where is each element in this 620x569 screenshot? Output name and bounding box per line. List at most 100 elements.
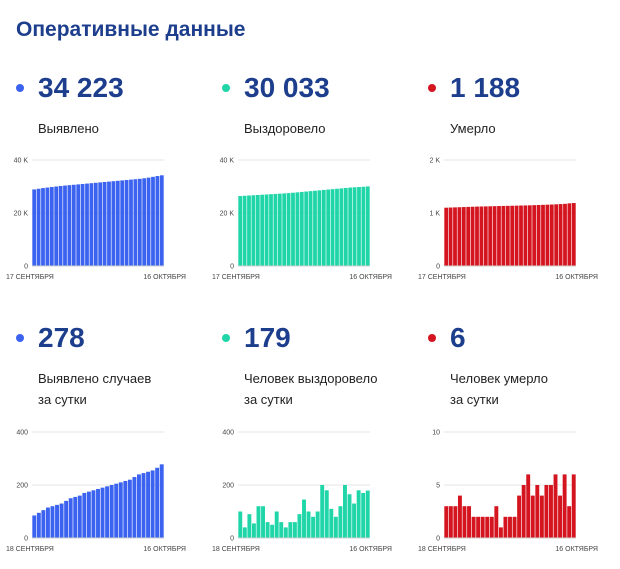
bar <box>448 207 453 266</box>
chart-daily-deaths: 10 5 0 18 СЕНТЯБРЯ 16 ОКТЯБРЯ <box>418 430 598 554</box>
bar <box>54 186 59 266</box>
bar <box>247 514 252 538</box>
bar <box>59 503 64 538</box>
bar <box>41 188 45 266</box>
x-tick-label-start: 18 СЕНТЯБРЯ <box>212 546 260 553</box>
bar <box>313 190 317 266</box>
bar <box>330 189 335 266</box>
green-dot-icon <box>222 334 230 342</box>
y-tick-label: 5 <box>436 483 440 490</box>
bar <box>142 178 147 266</box>
bar <box>545 204 550 266</box>
bar <box>567 506 572 538</box>
bar <box>45 187 50 266</box>
stat-label: Умерло <box>450 121 496 136</box>
bar <box>49 187 54 266</box>
bar <box>536 204 541 266</box>
bar <box>64 500 69 538</box>
bar <box>55 504 59 538</box>
x-tick-label-end: 16 ОКТЯБРЯ <box>143 274 186 281</box>
bar <box>326 189 331 266</box>
bar <box>155 176 160 266</box>
stat-label: Выздоровело <box>244 121 326 136</box>
bar <box>558 204 563 266</box>
bar <box>343 485 347 538</box>
bar <box>508 516 512 538</box>
bar <box>98 182 103 266</box>
bar <box>50 506 55 538</box>
stat-label: Выявлено <box>38 121 99 136</box>
red-dot-icon <box>428 84 436 92</box>
chart-deaths: 2 K 1 K 0 17 СЕНТЯБРЯ 16 ОКТЯБРЯ <box>418 158 598 282</box>
y-tick-label: 2 K <box>429 158 440 165</box>
x-tick-label-end: 16 ОКТЯБРЯ <box>349 546 392 553</box>
green-dot-icon <box>222 84 230 92</box>
x-tick-label-start: 17 СЕНТЯБРЯ <box>6 274 54 281</box>
bar <box>480 516 485 538</box>
bar <box>155 467 160 538</box>
bar <box>68 498 73 538</box>
y-tick-label: 0 <box>230 536 234 543</box>
bar <box>286 193 291 266</box>
bar <box>544 485 549 538</box>
bar <box>141 473 146 538</box>
bar <box>467 506 471 538</box>
bar <box>251 195 256 266</box>
bar <box>63 185 67 266</box>
bar <box>299 191 304 266</box>
stat-label: Выявлено случаев за сутки <box>38 371 152 407</box>
bar <box>457 207 462 266</box>
bar <box>324 490 329 538</box>
bar <box>527 205 532 266</box>
bar <box>498 527 503 538</box>
bar <box>283 527 288 538</box>
bar <box>242 195 247 266</box>
stat-number: 278 <box>38 322 85 353</box>
bar <box>127 479 132 538</box>
bar <box>505 205 510 266</box>
bar <box>311 516 316 538</box>
bar <box>129 179 133 266</box>
bar <box>295 192 300 266</box>
x-tick-label-end: 16 ОКТЯБРЯ <box>349 274 392 281</box>
bar <box>361 492 366 538</box>
bar <box>453 506 458 538</box>
bar <box>77 495 82 538</box>
bar <box>150 470 155 538</box>
chart-daily-recovered: 400 200 0 18 СЕНТЯБРЯ 16 ОКТЯБРЯ <box>212 430 392 554</box>
y-tick-label: 0 <box>230 264 234 271</box>
bar <box>82 492 87 538</box>
bar <box>273 193 278 266</box>
bar <box>58 185 63 266</box>
stat-label: Человек выздоровело за сутки <box>244 371 378 407</box>
bar <box>558 495 563 538</box>
bar <box>485 516 490 538</box>
bar <box>115 180 120 266</box>
bar <box>105 486 110 538</box>
bar <box>80 183 85 266</box>
bar <box>347 494 352 538</box>
bar <box>338 506 343 538</box>
bar <box>270 524 275 538</box>
bar <box>91 490 96 538</box>
y-tick-label: 1 K <box>429 211 440 218</box>
bar <box>292 522 297 538</box>
bar <box>549 485 553 538</box>
bar <box>288 522 293 538</box>
bar <box>251 523 256 538</box>
bar <box>517 495 522 538</box>
bar <box>255 194 260 266</box>
bar <box>133 179 138 266</box>
x-tick-label-end: 16 ОКТЯБРЯ <box>555 274 598 281</box>
bar <box>339 188 344 266</box>
bar <box>277 193 282 266</box>
bar <box>535 485 540 538</box>
bar <box>514 205 519 266</box>
chart-detected: 40 K 20 K 0 17 СЕНТЯБРЯ 16 ОКТЯБРЯ <box>6 158 186 282</box>
bar <box>76 184 81 266</box>
bar <box>563 203 567 266</box>
bar <box>86 491 91 538</box>
bar <box>242 527 247 538</box>
bar <box>118 482 123 538</box>
bar <box>476 516 481 538</box>
